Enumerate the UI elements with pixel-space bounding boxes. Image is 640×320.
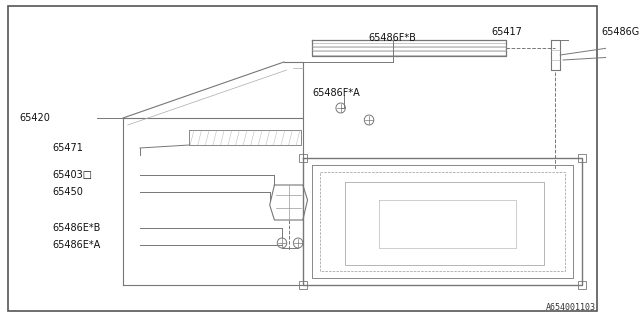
Text: 65486E*A: 65486E*A [52,240,100,250]
Bar [299,281,307,289]
Text: 65486G: 65486G [601,27,639,37]
Text: 65486F*B: 65486F*B [369,33,417,43]
Bar [299,154,307,162]
Text: 65486F*A: 65486F*A [312,88,360,98]
Bar [578,154,586,162]
Text: 65471: 65471 [52,143,83,153]
Text: 65450: 65450 [52,187,83,197]
Text: 65486E*B: 65486E*B [52,223,100,233]
Text: 65403□: 65403□ [52,170,92,180]
Text: A654001103: A654001103 [546,303,596,312]
Text: 65420: 65420 [19,113,50,123]
Text: 65417: 65417 [492,27,523,37]
Bar [578,281,586,289]
